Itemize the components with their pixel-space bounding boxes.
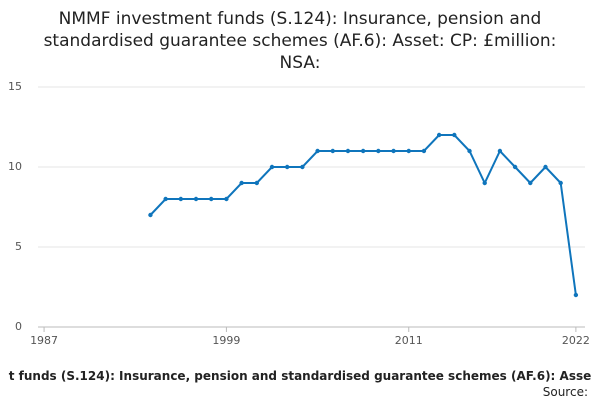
point [193,196,199,202]
x-tick-label: 2022 [562,334,590,347]
point [452,132,457,138]
point [436,132,442,138]
point [163,196,168,202]
point [315,148,320,154]
x-tick-label: 1999 [212,334,240,347]
source: Source: [543,385,588,399]
point [543,164,548,170]
chart-title: NMMF investment funds (S.124): Insurance… [59,9,542,29]
y-tick-label: 15 [8,80,22,93]
footer: t funds (S.124): Insurance, pension and … [9,369,592,383]
point [269,164,275,170]
point [360,148,366,154]
point [239,180,244,186]
chart-title: standardised guarantee schemes (AF.6): A… [44,31,557,51]
point [573,292,579,298]
x-tick-label: 2011 [395,334,423,347]
point [558,180,563,186]
point [209,196,214,202]
point [497,148,503,154]
chart-title: NSA: [280,53,321,73]
point [391,148,396,154]
y-tick-label: 0 [15,320,22,333]
point [330,148,335,154]
point [345,148,351,154]
point [528,180,533,186]
point [512,164,518,170]
point [467,148,472,154]
point [284,164,290,170]
line [149,134,577,296]
y-tick-label: 10 [8,160,22,173]
point [224,196,229,202]
point [421,148,427,154]
point [254,180,259,186]
point [178,196,184,202]
point [482,180,487,186]
point [406,148,411,154]
point [376,148,381,154]
y-tick-label: 5 [15,240,22,253]
point [148,212,153,218]
point [300,164,305,170]
x-tick-label: 1987 [30,334,58,347]
